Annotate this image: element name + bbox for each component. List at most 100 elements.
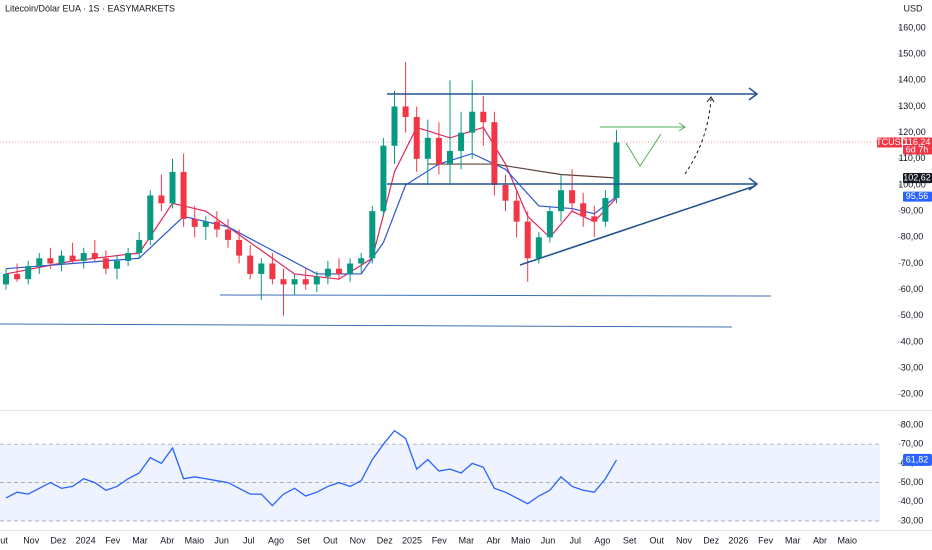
y-tick-label: 120,00 — [898, 127, 926, 137]
countdown: 6d 7h — [906, 144, 929, 154]
x-tick-label: ut — [0, 535, 8, 545]
candle-body — [114, 260, 120, 269]
candle-body — [336, 268, 342, 274]
x-tick-label: Jul — [243, 535, 255, 545]
arrow-head — [706, 96, 715, 103]
candle-body — [125, 253, 132, 261]
rsi-line — [5, 429, 618, 507]
x-tick-label: Out — [650, 535, 665, 545]
symbol-tag — [877, 137, 902, 148]
x-tick-label: Fev — [432, 535, 448, 545]
candle-body — [313, 276, 320, 285]
candle-body — [280, 279, 287, 285]
candle-body — [213, 221, 220, 230]
y-tick-label: 110,00 — [899, 153, 926, 163]
price-tag — [903, 137, 932, 155]
arrow-head — [748, 87, 759, 101]
candle-body — [158, 195, 165, 204]
candle-body — [58, 255, 65, 264]
y-tick-label: 80,00 — [901, 419, 924, 429]
candle-body — [169, 171, 176, 204]
y-tick-label: 140,00 — [898, 75, 926, 85]
rsi-band — [0, 444, 880, 521]
candle-body — [524, 221, 531, 259]
candle-body — [147, 195, 154, 240]
candle-body — [435, 137, 442, 165]
horizontal-line — [0, 323, 733, 328]
candle-body — [602, 198, 609, 222]
candle-body — [269, 263, 276, 280]
x-tick-label: Dez — [50, 535, 67, 545]
x-tick-label: Mar — [785, 535, 801, 545]
candle-body — [258, 263, 265, 274]
candle-body — [413, 116, 420, 159]
x-tick-label: Abr — [487, 535, 501, 545]
y-tick-label: 50,00 — [901, 477, 924, 487]
x-tick-label: Abr — [813, 535, 827, 545]
y-tick-label: 160,00 — [898, 22, 926, 32]
x-tick-label: Nov — [350, 535, 367, 545]
candle-body — [324, 268, 331, 277]
x-tick-label: 2026 — [728, 535, 748, 545]
x-tick-label: Ago — [594, 535, 610, 545]
candle-body — [236, 239, 243, 256]
arrow-head — [748, 177, 759, 191]
candle-body — [458, 132, 465, 151]
x-tick-label: Jun — [214, 535, 229, 545]
dashed-curve — [684, 98, 712, 175]
price-tag-label: 102,62 — [903, 173, 931, 183]
y-tick-label: 60,00 — [901, 284, 924, 294]
x-tick-label: Dez — [703, 535, 720, 545]
y-tick-label: 80,00 — [901, 232, 924, 242]
candle-body — [80, 253, 87, 261]
x-tick-label: Set — [623, 535, 637, 545]
y-tick-label: 20,00 — [901, 389, 924, 399]
x-tick-label: Out — [323, 535, 338, 545]
candle-body — [613, 142, 620, 199]
x-tick-label: Fev — [105, 535, 121, 545]
candle-body — [180, 171, 187, 219]
candle-body — [202, 221, 209, 227]
candle-body — [491, 122, 498, 185]
candle-body — [36, 258, 43, 267]
zigzag — [625, 133, 662, 167]
rsi-tag-label: 61,82 — [906, 454, 929, 464]
candle-body — [3, 273, 9, 285]
candle-body — [191, 218, 198, 227]
y-tick-label: 70,00 — [901, 258, 924, 268]
y-tick-label: 30,00 — [901, 515, 924, 525]
candle-body — [569, 190, 576, 204]
candle-body — [347, 263, 354, 274]
x-tick-label: Jun — [541, 535, 556, 545]
candle-body — [358, 258, 365, 264]
candle-body — [369, 211, 376, 259]
candle-body — [136, 239, 143, 254]
x-tick-label: Maio — [511, 535, 531, 545]
candle-body — [391, 106, 398, 146]
y-tick-label: 40,00 — [901, 496, 924, 506]
x-tick-label: Nov — [23, 535, 40, 545]
y-tick-label: 90,00 — [901, 206, 924, 216]
x-tick-label: Maio — [185, 535, 205, 545]
candle-body — [424, 137, 431, 159]
price-tag — [903, 191, 932, 202]
candle-body — [14, 273, 21, 280]
candle-body — [91, 253, 98, 259]
candle-body — [291, 279, 298, 285]
candle-body — [558, 190, 564, 212]
x-tick-label: 2025 — [402, 535, 422, 545]
x-tick-label: Fev — [758, 535, 774, 545]
rsi-tag — [903, 453, 932, 466]
candle-body — [447, 150, 453, 165]
candle-body — [47, 258, 54, 264]
y-tick-label: 30,00 — [901, 363, 924, 373]
price-tag-label: 95,56 — [906, 191, 929, 201]
y-tick-label: 100,00 — [898, 179, 926, 189]
price-tag-label: 116,24 — [904, 137, 931, 147]
candle-body — [247, 255, 254, 274]
candle-body — [69, 255, 76, 261]
candle-body — [513, 200, 520, 222]
chart-title: Litecoin/Dólar EUA · 1S · EASYMARKETS — [5, 3, 175, 13]
